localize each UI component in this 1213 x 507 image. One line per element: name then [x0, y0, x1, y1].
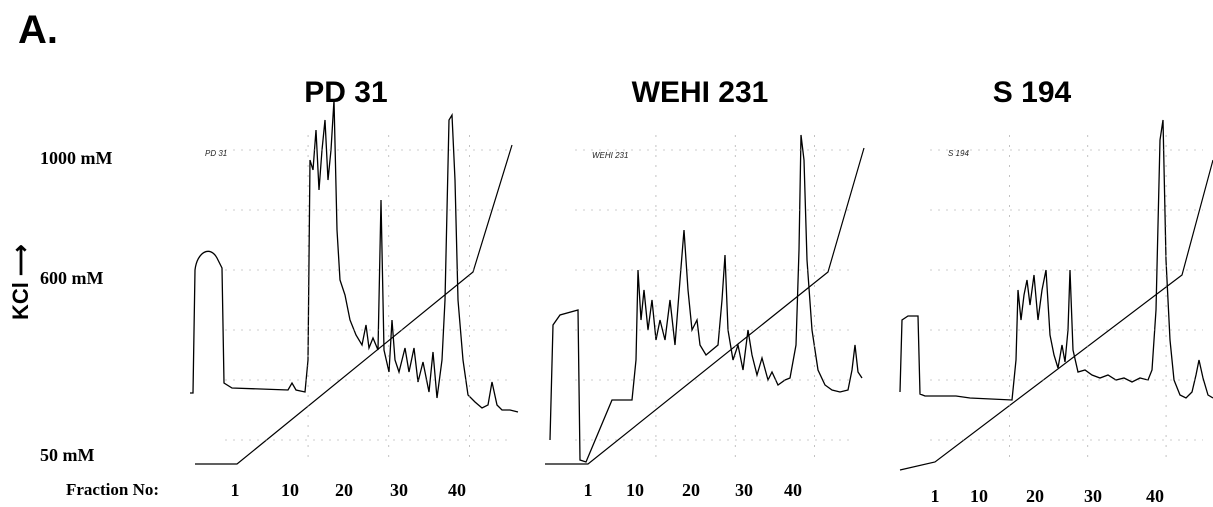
y-tick-600: 600 mM — [40, 268, 104, 288]
chart-title-wehi231: WEHI 231 — [631, 76, 769, 109]
x-axis-label: Fraction No: — [66, 480, 160, 499]
y-tick-50: 50 mM — [40, 445, 95, 465]
inset-label: WEHI 231 — [592, 151, 628, 160]
y-tick-1000: 1000 mM — [40, 148, 113, 168]
chart-title-pd31: PD 31 — [304, 76, 388, 109]
x-tick-label: 20 — [335, 480, 353, 500]
x-tick-label: 1 — [930, 486, 940, 506]
x-tick-label: 30 — [390, 480, 408, 500]
chart-title-s194: S 194 — [992, 76, 1072, 109]
x-tick-label: 40 — [448, 480, 466, 500]
x-tick-label: 10 — [626, 480, 644, 500]
x-tick-label: 40 — [784, 480, 802, 500]
x-tick-label: 30 — [735, 480, 753, 500]
inset-label: S 194 — [948, 149, 969, 158]
chromatogram-trace — [549, 134, 863, 463]
kcl-gradient-line — [545, 147, 865, 465]
kcl-gradient-line — [195, 144, 513, 465]
kcl-gradient-line — [899, 159, 1213, 471]
chromatogram-trace — [190, 99, 519, 413]
inset-label: PD 31 — [205, 149, 227, 158]
x-tick-label: 10 — [281, 480, 299, 500]
panel-label: A. — [18, 8, 58, 52]
chromatogram-trace — [899, 119, 1213, 401]
x-tick-label: 20 — [682, 480, 700, 500]
x-tick-label: 1 — [230, 480, 240, 500]
x-tick-label: 1 — [583, 480, 593, 500]
